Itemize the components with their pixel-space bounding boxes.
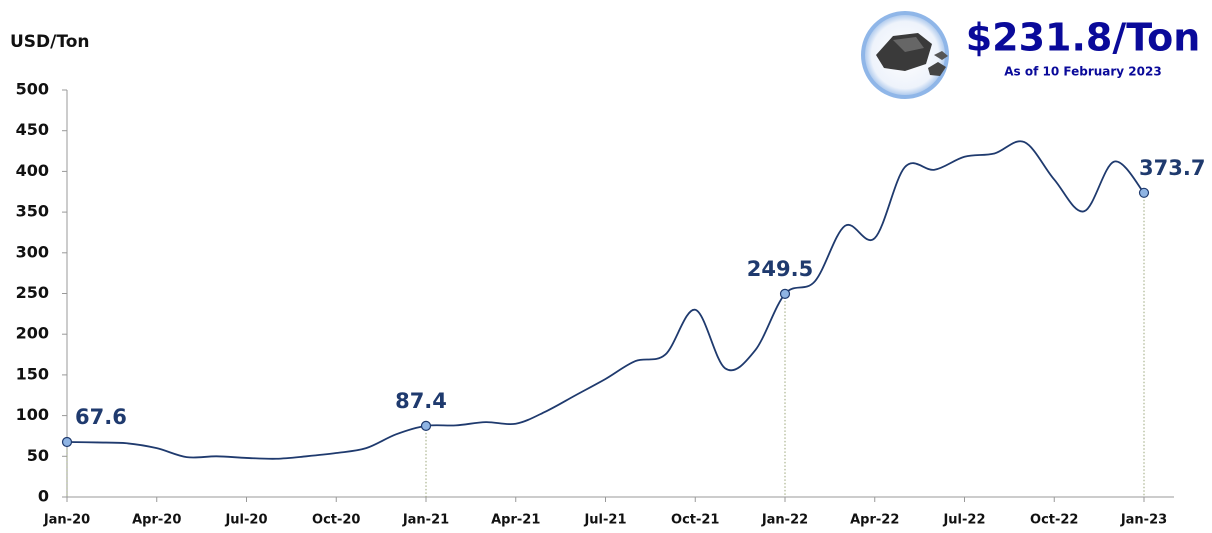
x-tick-label: Oct-22 — [1030, 513, 1078, 528]
y-tick-label: 200 — [16, 324, 49, 343]
point-marker — [63, 437, 72, 446]
y-tick-label: 400 — [16, 161, 49, 180]
y-tick-label: 300 — [16, 242, 49, 261]
y-tick-label: 450 — [16, 120, 49, 139]
y-tick-label: 250 — [16, 283, 49, 302]
x-tick-label: Apr-21 — [491, 513, 540, 528]
price-line — [67, 141, 1144, 459]
x-tick-label: Jan-22 — [761, 513, 808, 528]
x-tick-label: Oct-21 — [671, 513, 719, 528]
value-label: 373.7 — [1139, 156, 1205, 180]
x-tick-label: Jul-22 — [942, 513, 985, 528]
value-label: 67.6 — [75, 405, 127, 429]
price-title: $231.8/Ton — [966, 16, 1201, 60]
y-tick-label: 0 — [38, 487, 49, 506]
x-tick-label: Jul-20 — [224, 513, 267, 528]
chart: USD/Ton $231.8/Ton As of 10 February 202… — [0, 0, 1212, 533]
value-label: 249.5 — [747, 257, 813, 281]
x-tick-label: Jan-21 — [402, 513, 449, 528]
y-axis-label: USD/Ton — [10, 32, 90, 52]
x-tick-label: Apr-22 — [850, 513, 899, 528]
price-date: As of 10 February 2023 — [1004, 65, 1161, 79]
point-marker — [1140, 188, 1149, 197]
x-tick-label: Jan-23 — [1120, 513, 1167, 528]
x-tick-label: Oct-20 — [312, 513, 360, 528]
y-tick-label: 350 — [16, 202, 49, 221]
point-marker — [781, 289, 790, 298]
y-tick-label: 50 — [27, 446, 49, 465]
x-tick-label: Jan-20 — [43, 513, 90, 528]
x-tick-label: Jul-21 — [583, 513, 626, 528]
coal-icon — [863, 13, 948, 97]
y-tick-label: 150 — [16, 364, 49, 383]
y-tick-label: 100 — [16, 405, 49, 424]
value-label: 87.4 — [395, 389, 447, 413]
point-marker — [422, 421, 431, 430]
y-tick-label: 500 — [16, 80, 49, 99]
x-tick-label: Apr-20 — [132, 513, 181, 528]
